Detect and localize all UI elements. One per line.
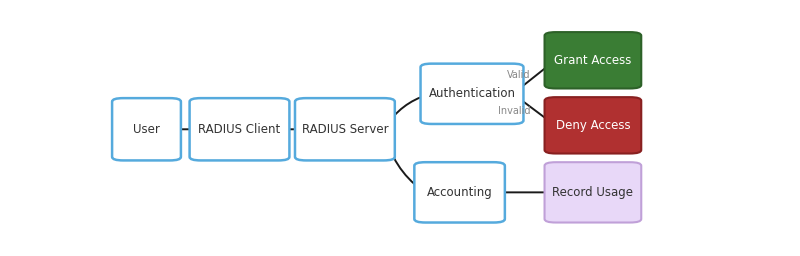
Text: User: User: [133, 123, 160, 136]
FancyBboxPatch shape: [112, 98, 181, 161]
FancyBboxPatch shape: [545, 162, 642, 222]
FancyBboxPatch shape: [421, 64, 523, 124]
FancyBboxPatch shape: [295, 98, 395, 161]
FancyBboxPatch shape: [545, 97, 642, 154]
Text: Record Usage: Record Usage: [553, 186, 634, 199]
Text: Valid: Valid: [507, 70, 531, 80]
FancyBboxPatch shape: [545, 32, 642, 89]
Text: Accounting: Accounting: [426, 186, 493, 199]
Text: RADIUS Server: RADIUS Server: [302, 123, 388, 136]
Text: Deny Access: Deny Access: [555, 119, 630, 132]
Text: RADIUS Client: RADIUS Client: [198, 123, 281, 136]
Text: Invalid: Invalid: [498, 105, 531, 115]
FancyBboxPatch shape: [414, 162, 505, 222]
Text: Grant Access: Grant Access: [554, 54, 631, 67]
FancyBboxPatch shape: [190, 98, 290, 161]
Text: Authentication: Authentication: [429, 87, 515, 100]
